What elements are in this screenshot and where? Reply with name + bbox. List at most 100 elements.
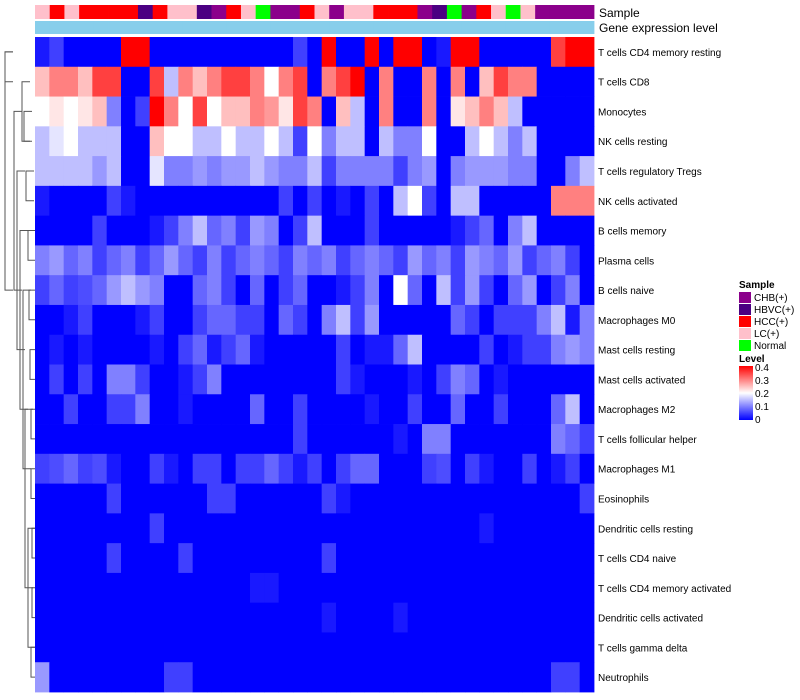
heatmap-cell bbox=[522, 334, 538, 365]
heatmap-cell bbox=[135, 185, 151, 217]
heatmap-cell bbox=[551, 96, 566, 127]
heatmap-cell bbox=[35, 215, 50, 246]
heatmap-cell bbox=[92, 66, 108, 97]
heatmap-cell bbox=[49, 275, 65, 306]
heatmap-cell bbox=[221, 96, 237, 127]
heatmap-cell bbox=[35, 632, 50, 663]
heatmap-cell bbox=[192, 156, 208, 187]
heatmap-cell bbox=[336, 96, 351, 127]
heatmap-cell bbox=[135, 156, 151, 187]
heatmap-cell bbox=[450, 662, 466, 693]
heatmap-cell bbox=[250, 185, 265, 217]
heatmap-cell bbox=[63, 275, 79, 306]
heatmap-cell bbox=[579, 215, 595, 246]
heatmap-cell bbox=[121, 275, 136, 306]
heatmap-cell bbox=[278, 156, 294, 187]
heatmap-cell bbox=[393, 572, 409, 604]
heatmap-cell bbox=[121, 245, 136, 276]
heatmap-cell bbox=[536, 483, 552, 514]
heatmap-cell bbox=[436, 662, 452, 693]
heatmap-cell bbox=[522, 483, 538, 514]
heatmap-cell bbox=[536, 572, 552, 604]
heatmap-cell bbox=[379, 66, 394, 97]
sample-annotation-cell bbox=[64, 5, 80, 19]
heatmap-cell bbox=[63, 245, 79, 276]
heatmap-cell bbox=[508, 602, 523, 633]
heatmap-cell bbox=[106, 662, 122, 693]
heatmap-cell bbox=[307, 483, 323, 514]
heatmap-cell bbox=[393, 424, 409, 455]
heatmap-cell bbox=[579, 543, 595, 574]
expression-annotation-cell bbox=[343, 21, 360, 34]
heatmap-cell bbox=[536, 632, 552, 663]
heatmap-cell bbox=[465, 215, 480, 246]
heatmap-cell bbox=[135, 572, 151, 604]
heatmap-cell bbox=[49, 424, 65, 455]
heatmap-cell bbox=[436, 334, 452, 365]
heatmap-cell bbox=[522, 96, 538, 127]
heatmap-cell bbox=[49, 483, 65, 514]
sample-annotation-cell bbox=[446, 5, 462, 19]
heatmap-cell bbox=[149, 543, 165, 574]
heatmap-cell bbox=[149, 185, 165, 217]
heatmap-cell bbox=[336, 156, 351, 187]
expression-annotation-cell bbox=[226, 21, 242, 34]
heatmap-cell bbox=[364, 37, 380, 68]
heatmap-cell bbox=[164, 156, 179, 187]
heatmap-cell bbox=[493, 304, 509, 336]
heatmap-cell bbox=[450, 572, 466, 604]
heatmap-cell bbox=[35, 37, 50, 68]
heatmap-cell bbox=[536, 334, 552, 365]
heatmap-cell bbox=[479, 364, 495, 395]
heatmap-cell bbox=[422, 364, 437, 395]
heatmap-cell bbox=[250, 424, 265, 455]
heatmap-cell bbox=[135, 126, 151, 157]
heatmap-cell bbox=[522, 215, 538, 246]
heatmap-cell bbox=[293, 156, 308, 187]
heatmap-cell bbox=[551, 602, 566, 633]
dendrogram-branch bbox=[19, 230, 28, 410]
heatmap-cell bbox=[92, 275, 108, 306]
heatmap-cell bbox=[35, 156, 50, 187]
heatmap-cell bbox=[293, 245, 308, 276]
heatmap-cell bbox=[106, 275, 122, 306]
heatmap-cell bbox=[551, 66, 566, 97]
heatmap-cell bbox=[379, 334, 394, 365]
heatmap-cell bbox=[49, 96, 65, 127]
heatmap-cell bbox=[149, 394, 165, 425]
heatmap-cell bbox=[207, 37, 222, 68]
heatmap-cell bbox=[149, 96, 165, 127]
heatmap-cell bbox=[364, 96, 380, 127]
heatmap-cell bbox=[508, 96, 523, 127]
heatmap-cell bbox=[522, 185, 538, 217]
heatmap-cell bbox=[293, 215, 308, 246]
heatmap-cell bbox=[551, 453, 566, 484]
heatmap-cell bbox=[264, 394, 280, 425]
heatmap-cell bbox=[121, 37, 136, 68]
heatmap-cell bbox=[35, 483, 50, 514]
heatmap-cell bbox=[49, 572, 65, 604]
heatmap-cell bbox=[364, 543, 380, 574]
heatmap-cell bbox=[479, 394, 495, 425]
heatmap-cell bbox=[579, 632, 595, 663]
heatmap-cell bbox=[35, 572, 50, 604]
heatmap-cell bbox=[149, 275, 165, 306]
heatmap-cell bbox=[436, 513, 452, 544]
heatmap-cell bbox=[364, 275, 380, 306]
heatmap-cell bbox=[536, 126, 552, 157]
heatmap-cell bbox=[221, 275, 237, 306]
heatmap-cell bbox=[565, 483, 581, 514]
heatmap-cell bbox=[307, 275, 323, 306]
heatmap-cell bbox=[92, 96, 108, 127]
heatmap-cell bbox=[178, 126, 194, 157]
heatmap-cell bbox=[379, 662, 394, 693]
heatmap-cell bbox=[221, 662, 237, 693]
heatmap-cell bbox=[379, 37, 394, 68]
heatmap-cell bbox=[78, 334, 93, 365]
heatmap-cell bbox=[321, 334, 337, 365]
sample-annotation-cell bbox=[535, 5, 551, 19]
heatmap-cell bbox=[35, 126, 50, 157]
heatmap-cell bbox=[508, 424, 523, 455]
heatmap-cell bbox=[293, 275, 308, 306]
heatmap-cell bbox=[250, 304, 265, 336]
